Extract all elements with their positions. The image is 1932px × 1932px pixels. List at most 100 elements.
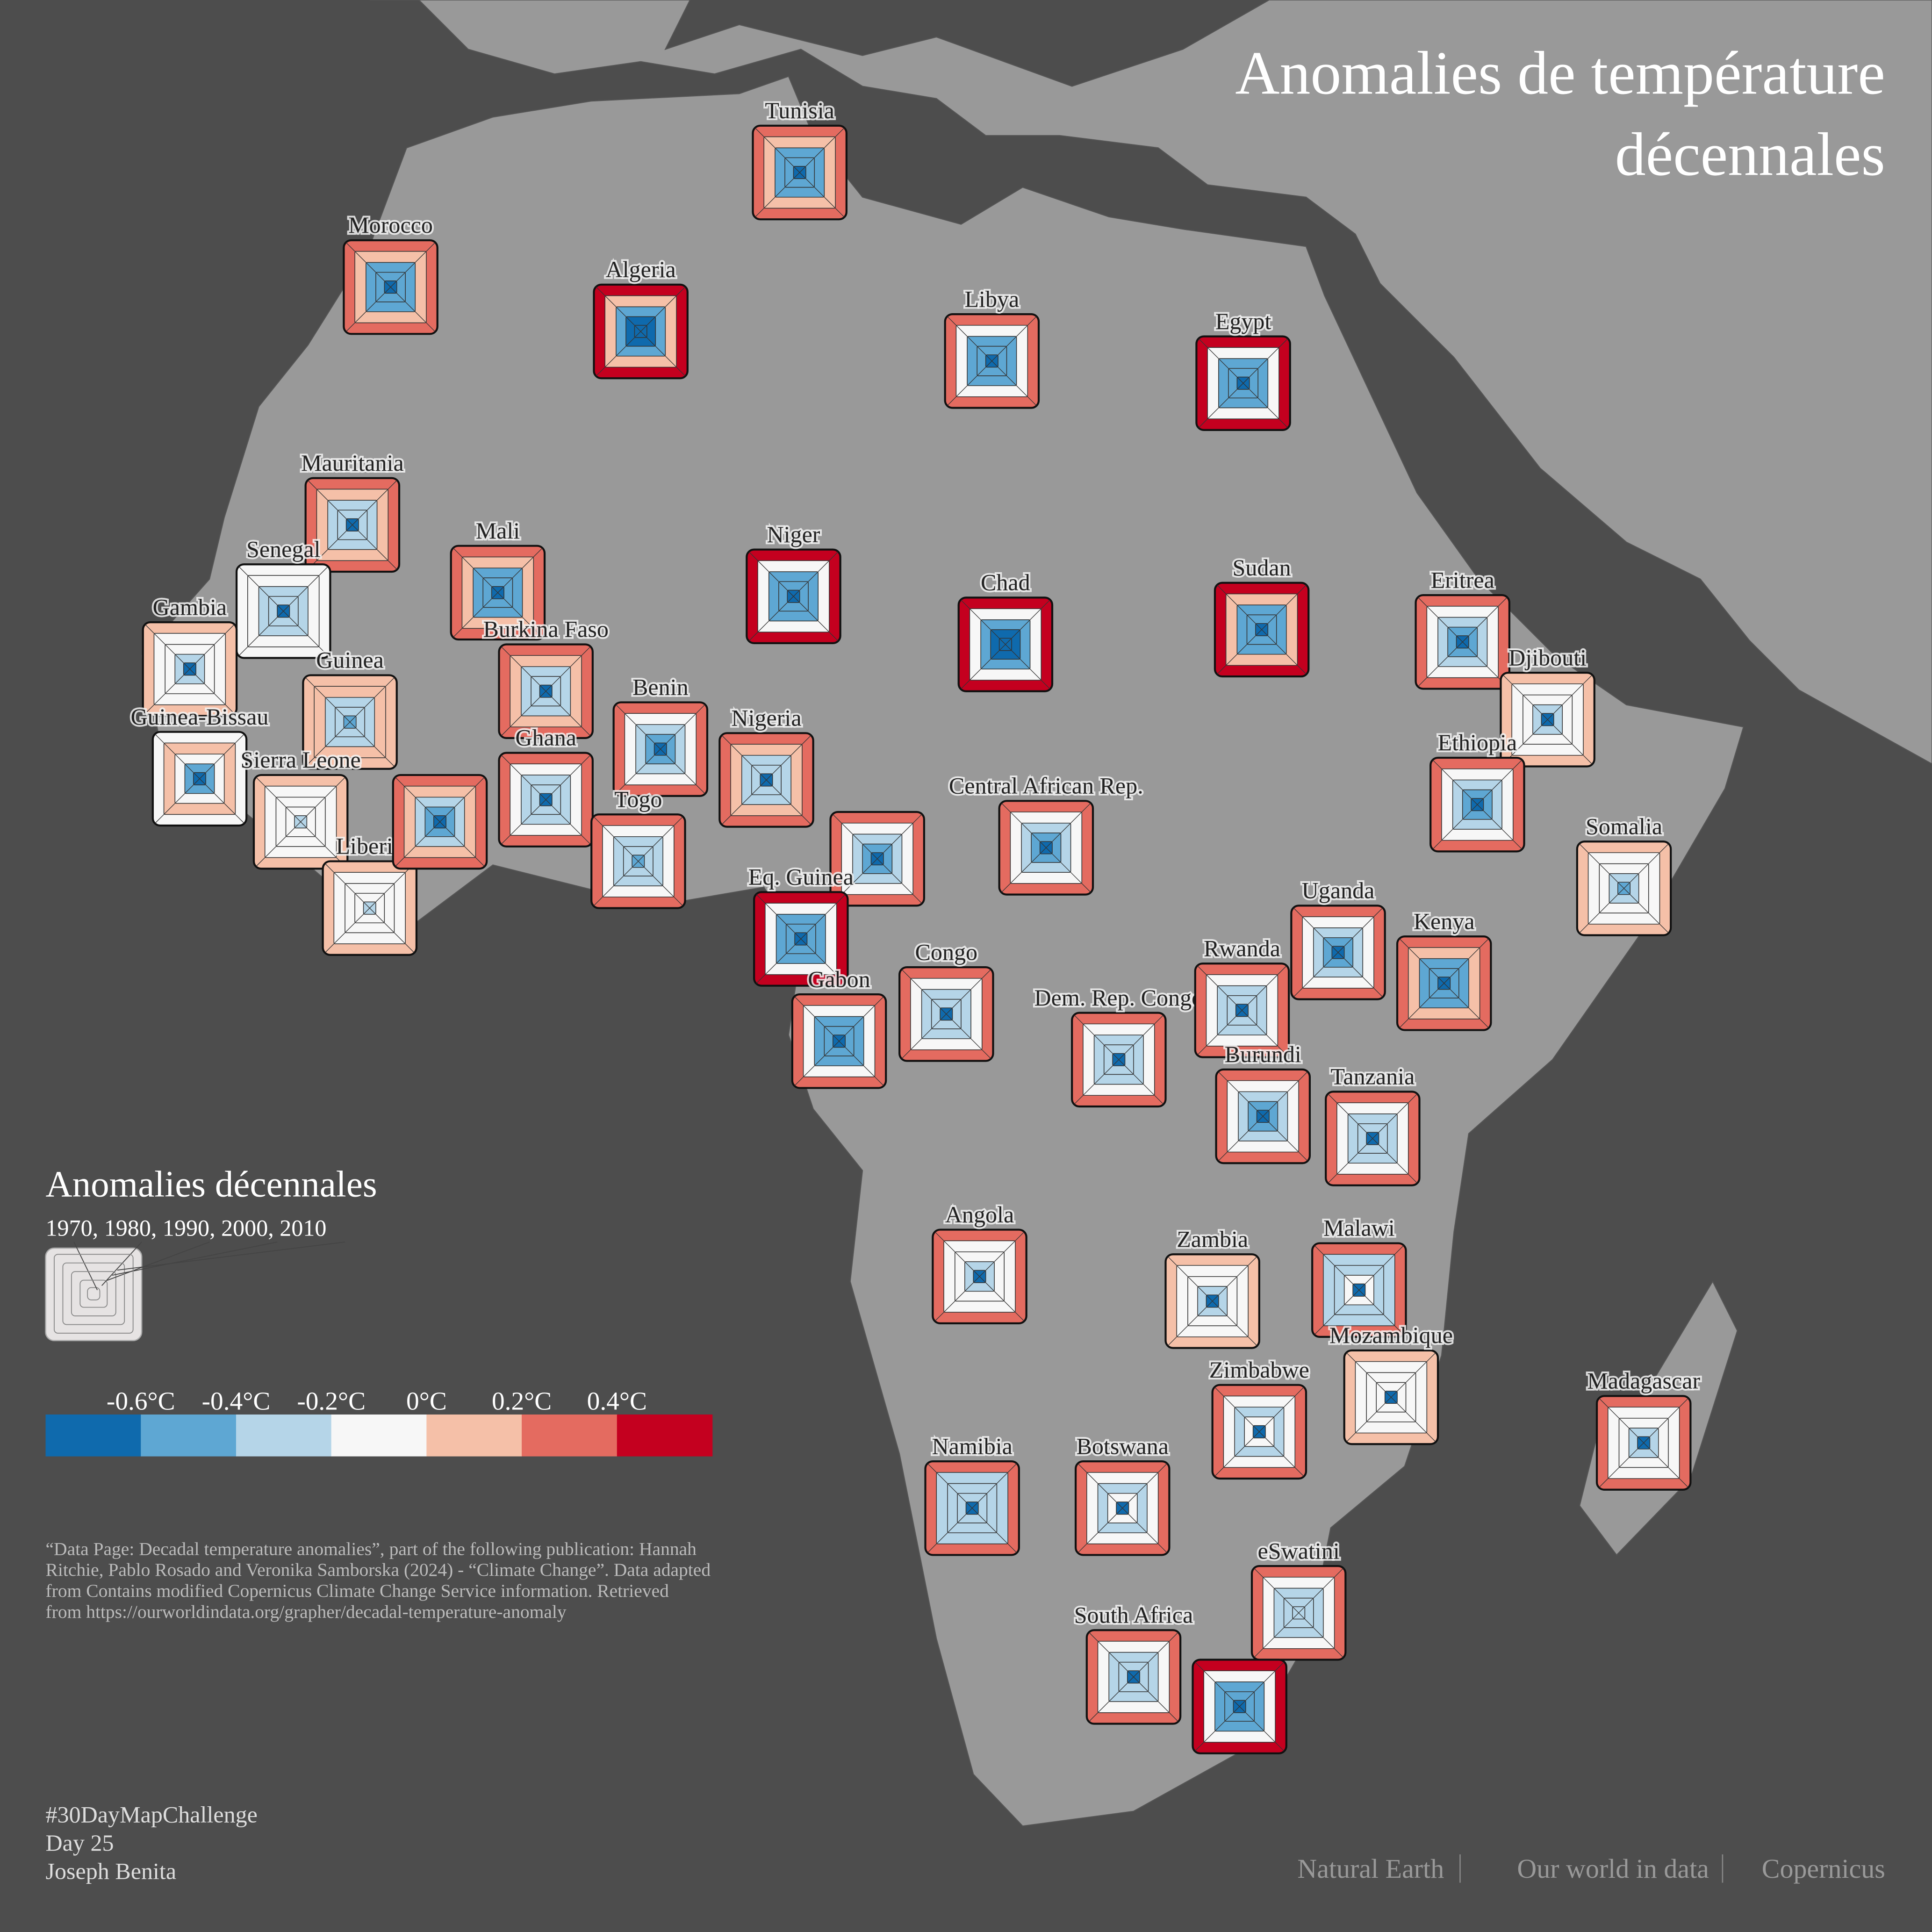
country-label: Eq. Guinea	[748, 864, 854, 890]
glyph-diagonal	[1261, 629, 1307, 675]
glyph-diagonal	[638, 817, 683, 862]
glyph-diagonal	[145, 624, 190, 669]
glyph-diagonal	[1217, 629, 1262, 675]
colorbar-segment	[617, 1414, 713, 1457]
glyph-diagonal	[325, 908, 370, 953]
glyph-diagonal	[766, 780, 811, 825]
glyph-diagonal	[1197, 1010, 1243, 1055]
glyph-diagonal	[1338, 952, 1383, 997]
glyph-diagonal	[1199, 383, 1244, 428]
country-glyph	[1576, 840, 1672, 936]
glyph-diagonal	[325, 863, 370, 909]
glyph-diagonal	[596, 331, 641, 376]
glyph-diagonal	[972, 1508, 1017, 1553]
credit-text: Joseph Benita	[46, 1858, 177, 1884]
glyph-diagonal	[189, 668, 235, 714]
country-label: South Africa	[1074, 1602, 1193, 1628]
country-label: Egypt	[1215, 308, 1271, 334]
provider: Copernicus	[1762, 1853, 1885, 1884]
glyph-diagonal	[1005, 644, 1050, 689]
glyph-diagonal	[1418, 597, 1463, 642]
country-glyph	[593, 283, 689, 380]
glyph-diagonal	[453, 548, 498, 593]
glyph-diagonal	[991, 316, 1037, 361]
country-label: Somalia	[1586, 813, 1662, 839]
country-label: Guinea-Bissau	[131, 704, 269, 730]
glyph-diagonal	[1314, 1290, 1359, 1335]
country-glyph	[1595, 1395, 1692, 1491]
glyph-diagonal	[1298, 1568, 1343, 1613]
colorbar-segment	[331, 1414, 427, 1457]
country-glyph	[1311, 1242, 1407, 1338]
colorbar-tick-label: 0.4°C	[587, 1386, 647, 1415]
glyph-diagonal	[947, 316, 992, 361]
glyph-diagonal	[1214, 1431, 1260, 1477]
glyph-diagonal	[1399, 939, 1444, 984]
source-text: from https://ourworldindata.org/grapher/…	[46, 1602, 567, 1622]
glyph-diagonal	[1074, 1059, 1119, 1105]
legend-square	[54, 1254, 134, 1334]
glyph-diagonal	[1195, 1662, 1240, 1707]
glyph-diagonal	[352, 480, 397, 525]
glyph-diagonal	[1358, 1290, 1404, 1335]
glyph-diagonal	[839, 1041, 884, 1086]
country-glyph	[1415, 594, 1511, 690]
glyph-diagonal	[238, 610, 284, 656]
glyph-diagonal	[1001, 803, 1047, 848]
colorbar-segment	[522, 1414, 618, 1457]
country-label: Burkina Faso	[483, 616, 608, 642]
glyph-diagonal	[1118, 1015, 1164, 1060]
country-glyph	[829, 811, 925, 907]
glyph-diagonal	[1643, 1398, 1688, 1444]
glyph-diagonal	[1328, 1138, 1373, 1183]
colorbar-tick-label: -0.4°C	[202, 1386, 271, 1415]
glyph-diagonal	[501, 799, 546, 845]
country-glyph	[1500, 672, 1595, 768]
colorbar-segment	[141, 1414, 237, 1457]
glyph-diagonal	[1462, 597, 1508, 642]
glyph-diagonal	[616, 704, 661, 750]
glyph-diagonal	[1444, 939, 1489, 984]
country-label: Mauritania	[301, 450, 404, 476]
glyph-diagonal	[756, 939, 801, 984]
country-glyph	[498, 643, 594, 739]
glyph-diagonal	[1503, 719, 1548, 764]
glyph-diagonal	[961, 600, 1006, 645]
glyph-diagonal	[799, 128, 845, 173]
country-glyph	[944, 313, 1040, 409]
glyph-diagonal	[1199, 338, 1244, 384]
glyph-diagonal	[1579, 888, 1624, 933]
country-glyph	[1215, 1068, 1311, 1164]
europe-asia	[369, 0, 1932, 765]
glyph-diagonal	[1239, 1706, 1285, 1751]
legend-leader	[101, 1242, 142, 1286]
glyph-diagonal	[901, 969, 947, 1014]
glyph-diagonal	[145, 668, 190, 714]
glyph-diagonal	[1133, 1632, 1178, 1677]
glyph-diagonal	[189, 624, 235, 669]
country-label: Sudan	[1233, 554, 1291, 581]
country-glyph	[235, 563, 331, 659]
country-glyph	[392, 774, 488, 870]
country-label: Togo	[614, 786, 662, 812]
country-glyph	[1085, 1629, 1182, 1725]
glyph-diagonal	[1444, 983, 1489, 1028]
country-label: Chad	[981, 569, 1030, 596]
country-glyph	[924, 1460, 1020, 1556]
country-label: Botswana	[1076, 1433, 1169, 1459]
country-glyph	[1396, 935, 1492, 1031]
country-label: Angola	[945, 1201, 1014, 1228]
glyph-diagonal	[1391, 1352, 1436, 1398]
country-glyph	[957, 596, 1054, 692]
country-glyph	[450, 545, 546, 641]
country-label: Namibia	[932, 1433, 1012, 1459]
glyph-diagonal	[1433, 760, 1478, 805]
glyph-diagonal	[1254, 1612, 1299, 1658]
glyph-diagonal	[927, 1463, 973, 1508]
glyph-diagonal	[640, 331, 685, 376]
glyph-diagonal	[1242, 966, 1287, 1011]
glyph-diagonal	[283, 567, 328, 611]
country-glyph	[1325, 1091, 1421, 1186]
glyph-diagonal	[839, 996, 884, 1041]
glyph-diagonal	[793, 596, 838, 641]
